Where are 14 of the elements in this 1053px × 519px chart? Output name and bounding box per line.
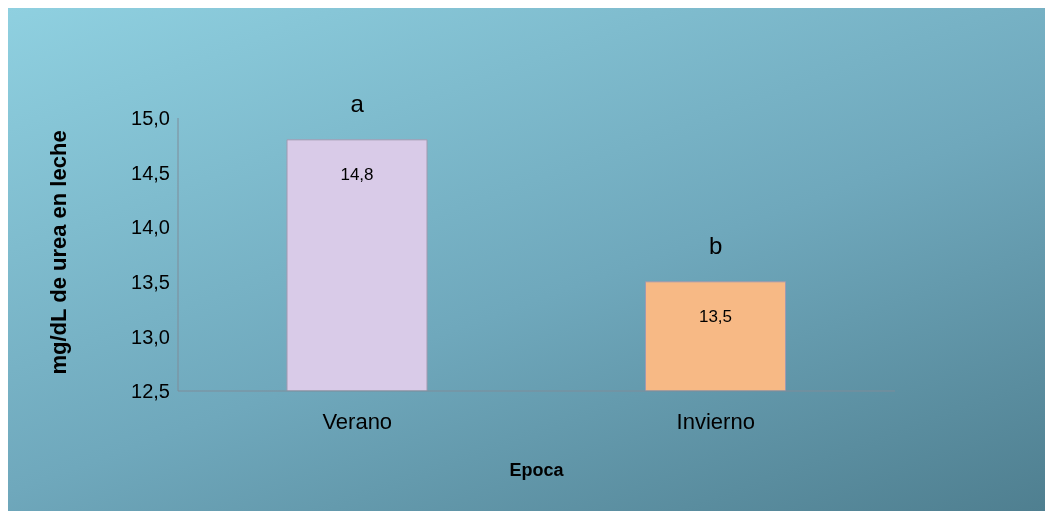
data-label: 14,8 — [340, 164, 374, 184]
x-axis-title: Epoca — [509, 460, 565, 480]
y-tick-label: 14,0 — [131, 216, 170, 239]
data-label: 13,5 — [698, 306, 733, 326]
x-tick-label: Invierno — [676, 408, 755, 434]
y-axis-title: mg/dL de urea en leche — [45, 130, 71, 375]
x-tick-label: Verano — [322, 408, 393, 434]
y-tick-label: 13,5 — [131, 270, 170, 293]
y-tick-label: 13,0 — [131, 325, 170, 348]
annotation: b — [709, 231, 723, 259]
y-tick-label: 12,5 — [131, 380, 170, 403]
y-tick-label: 14,5 — [131, 161, 170, 184]
y-tick-label: 15,0 — [131, 107, 170, 130]
annotation: a — [350, 89, 365, 117]
